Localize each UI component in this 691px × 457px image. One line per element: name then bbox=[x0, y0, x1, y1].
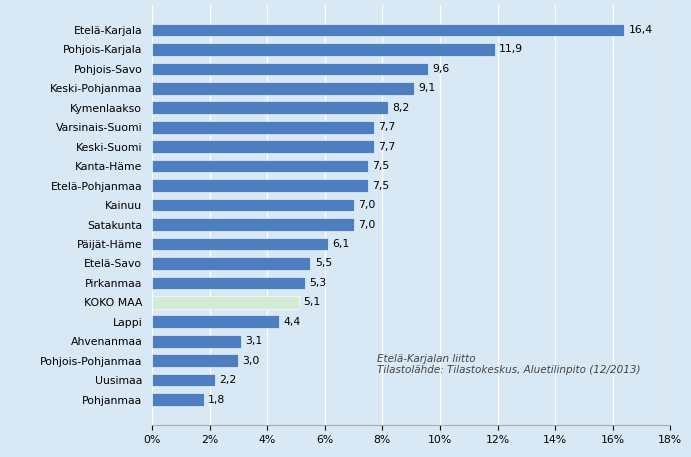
Text: 7,7: 7,7 bbox=[378, 142, 395, 152]
Text: 6,1: 6,1 bbox=[332, 239, 349, 249]
Bar bbox=[152, 140, 374, 153]
Text: 7,0: 7,0 bbox=[358, 200, 375, 210]
Bar bbox=[152, 276, 305, 289]
Bar bbox=[152, 43, 495, 56]
Text: 1,8: 1,8 bbox=[208, 394, 225, 404]
Bar bbox=[152, 335, 241, 347]
Bar bbox=[152, 238, 328, 250]
Text: 7,5: 7,5 bbox=[372, 161, 390, 171]
Bar bbox=[152, 63, 428, 75]
Text: 3,1: 3,1 bbox=[245, 336, 263, 346]
Text: 9,1: 9,1 bbox=[418, 83, 435, 93]
Text: 2,2: 2,2 bbox=[220, 375, 237, 385]
Text: 16,4: 16,4 bbox=[629, 25, 652, 35]
Text: 5,5: 5,5 bbox=[314, 258, 332, 268]
Bar bbox=[152, 179, 368, 192]
Text: 3,0: 3,0 bbox=[243, 356, 260, 366]
Text: 7,5: 7,5 bbox=[372, 181, 390, 191]
Text: 9,6: 9,6 bbox=[433, 64, 450, 74]
Bar bbox=[152, 121, 374, 133]
Bar bbox=[152, 354, 238, 367]
Bar bbox=[152, 101, 388, 114]
Text: 4,4: 4,4 bbox=[283, 317, 301, 327]
Bar bbox=[152, 218, 354, 231]
Bar bbox=[152, 393, 204, 406]
Text: 5,3: 5,3 bbox=[309, 278, 326, 288]
Bar bbox=[152, 374, 216, 387]
Text: Etelä-Karjalan liitto
Tilastolähde: Tilastokeskus, Aluetilinpito (12/2013): Etelä-Karjalan liitto Tilastolähde: Tila… bbox=[377, 354, 640, 375]
Bar bbox=[152, 199, 354, 212]
Bar bbox=[152, 82, 414, 95]
Text: 7,7: 7,7 bbox=[378, 122, 395, 132]
Text: 11,9: 11,9 bbox=[499, 44, 523, 54]
Bar bbox=[152, 296, 299, 308]
Bar bbox=[152, 24, 624, 36]
Text: 8,2: 8,2 bbox=[392, 103, 410, 113]
Text: 7,0: 7,0 bbox=[358, 219, 375, 229]
Bar bbox=[152, 160, 368, 172]
Bar bbox=[152, 257, 310, 270]
Text: 5,1: 5,1 bbox=[303, 298, 321, 307]
Bar bbox=[152, 315, 278, 328]
